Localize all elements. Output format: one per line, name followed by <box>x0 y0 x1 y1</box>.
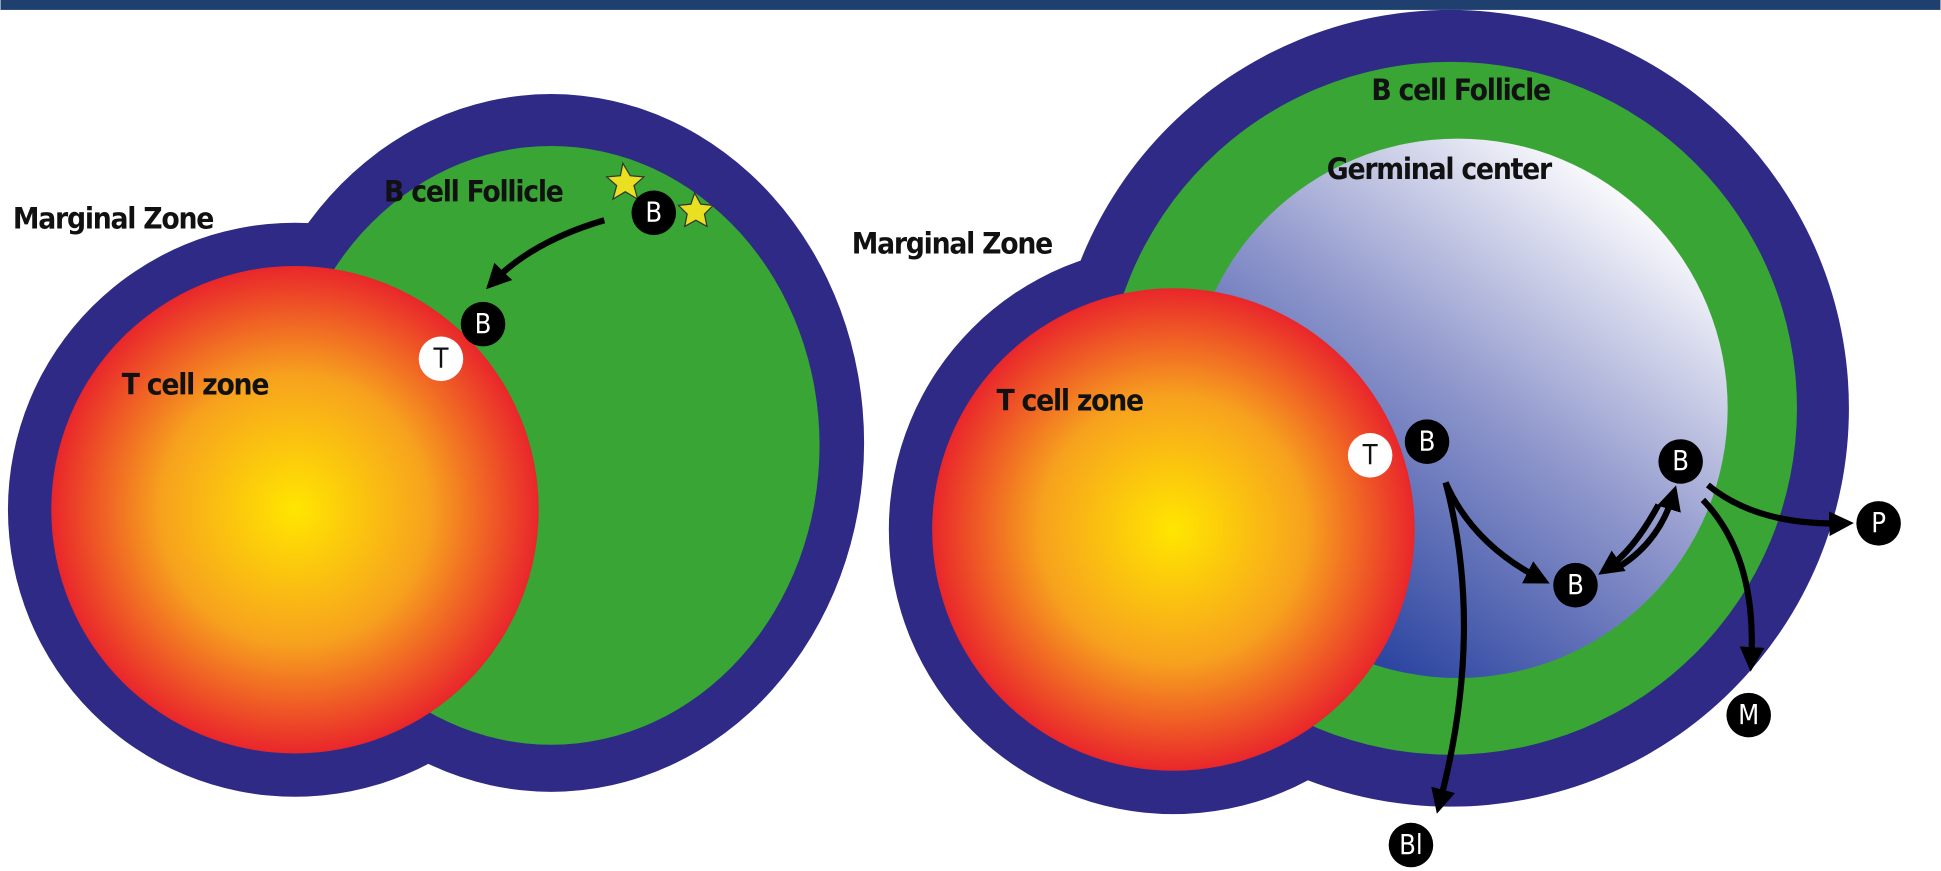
cell-label: M <box>1738 700 1759 731</box>
cell-label: B <box>1672 446 1689 477</box>
t-cell-zone <box>932 288 1415 771</box>
label: Marginal Zone <box>13 202 213 237</box>
cell-label: T <box>1362 440 1379 471</box>
cell-label: B <box>475 309 492 340</box>
label: Germinal center <box>1327 152 1553 187</box>
left-diagram: Marginal Zone B cell Follicle T cell zon… <box>8 94 864 797</box>
label: T cell zone <box>122 368 269 403</box>
cell-label: Bl <box>1399 830 1423 861</box>
top-bar <box>1 0 1941 10</box>
cell-label: B <box>1419 426 1436 457</box>
cell-label: B <box>1567 570 1584 601</box>
cell-label: T <box>432 344 449 375</box>
label: Marginal Zone <box>852 226 1052 261</box>
label: B cell Follicle <box>1371 73 1550 108</box>
diagram: Marginal Zone B cell Follicle T cell zon… <box>0 0 1941 871</box>
cell-label: B <box>645 198 662 229</box>
cell-label: P <box>1871 508 1886 539</box>
label: B cell Follicle <box>384 175 563 210</box>
label: T cell zone <box>996 384 1143 419</box>
t-cell-zone <box>51 266 538 753</box>
right-diagram: Marginal Zone B cell Follicle Germinal c… <box>852 10 1901 867</box>
